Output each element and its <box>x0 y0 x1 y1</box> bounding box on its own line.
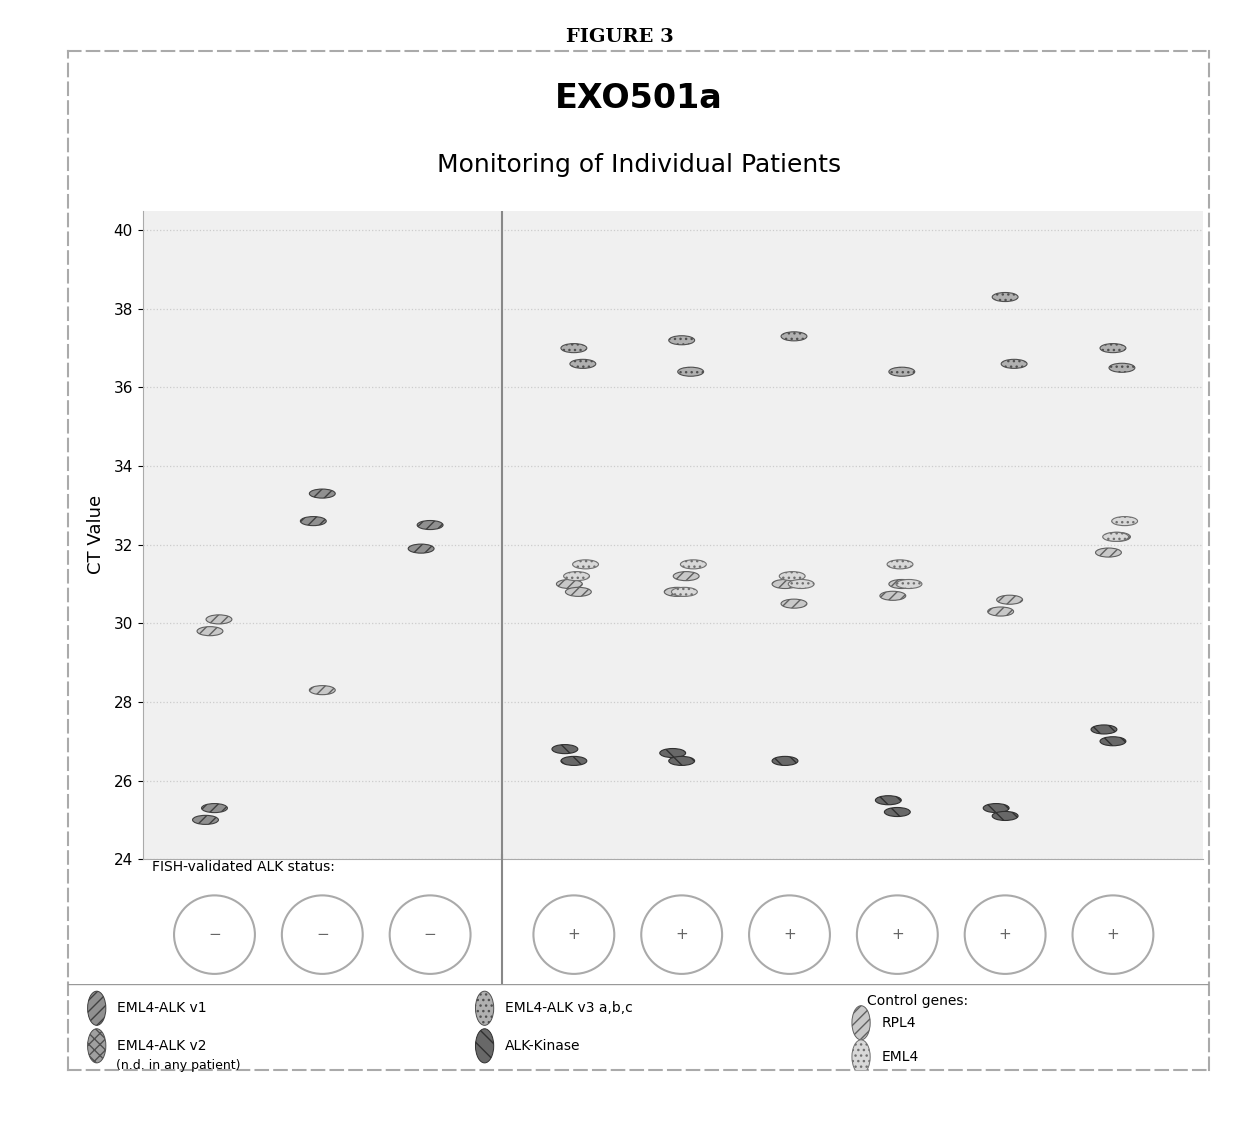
Ellipse shape <box>678 368 703 377</box>
Ellipse shape <box>857 896 937 974</box>
Text: −: − <box>208 927 221 942</box>
Ellipse shape <box>852 1006 870 1040</box>
Ellipse shape <box>673 571 699 580</box>
Text: +: + <box>784 927 796 942</box>
Text: EML4-ALK v1: EML4-ALK v1 <box>118 1001 207 1015</box>
Ellipse shape <box>309 685 335 694</box>
Ellipse shape <box>671 587 697 596</box>
Y-axis label: CT Value: CT Value <box>87 495 105 575</box>
Ellipse shape <box>1100 344 1126 353</box>
Ellipse shape <box>417 520 443 529</box>
Ellipse shape <box>560 757 587 766</box>
Ellipse shape <box>1112 517 1137 526</box>
Text: +: + <box>998 927 1012 942</box>
Text: ALK-Kinase: ALK-Kinase <box>505 1039 580 1053</box>
Ellipse shape <box>300 517 326 526</box>
Ellipse shape <box>389 896 470 974</box>
Text: −: − <box>316 927 329 942</box>
Ellipse shape <box>88 1029 105 1063</box>
Ellipse shape <box>875 795 901 805</box>
Ellipse shape <box>668 757 694 766</box>
Text: Control genes:: Control genes: <box>867 995 968 1008</box>
Ellipse shape <box>1095 549 1121 558</box>
Ellipse shape <box>789 579 815 588</box>
Ellipse shape <box>533 896 614 974</box>
Ellipse shape <box>884 808 910 817</box>
Ellipse shape <box>202 803 227 813</box>
Ellipse shape <box>887 560 913 569</box>
Ellipse shape <box>557 579 583 588</box>
Text: +: + <box>568 927 580 942</box>
Ellipse shape <box>197 627 223 636</box>
Ellipse shape <box>1109 363 1135 372</box>
Text: EML4-ALK v3 a,b,c: EML4-ALK v3 a,b,c <box>505 1001 632 1015</box>
Ellipse shape <box>281 896 363 974</box>
Ellipse shape <box>570 360 595 369</box>
Text: EXO501a: EXO501a <box>554 82 723 115</box>
Ellipse shape <box>668 336 694 345</box>
Ellipse shape <box>665 587 691 596</box>
Ellipse shape <box>992 811 1018 820</box>
Ellipse shape <box>1073 896 1153 974</box>
Ellipse shape <box>1102 533 1128 542</box>
Text: EML4-ALK v2: EML4-ALK v2 <box>118 1039 207 1053</box>
Ellipse shape <box>749 896 830 974</box>
Ellipse shape <box>560 344 587 353</box>
Ellipse shape <box>897 579 921 588</box>
Text: +: + <box>892 927 904 942</box>
Ellipse shape <box>1105 533 1131 542</box>
Text: −: − <box>424 927 436 942</box>
Ellipse shape <box>206 615 232 624</box>
Ellipse shape <box>852 1040 870 1074</box>
Ellipse shape <box>889 579 915 588</box>
Ellipse shape <box>1001 360 1027 369</box>
Ellipse shape <box>88 991 105 1025</box>
Ellipse shape <box>773 579 799 588</box>
Ellipse shape <box>475 991 494 1025</box>
Ellipse shape <box>997 595 1023 604</box>
Text: (n.d. in any patient): (n.d. in any patient) <box>117 1059 241 1072</box>
Text: +: + <box>1106 927 1120 942</box>
Ellipse shape <box>781 332 807 341</box>
Ellipse shape <box>565 587 591 596</box>
Text: RPL4: RPL4 <box>882 1016 916 1030</box>
Ellipse shape <box>965 896 1045 974</box>
Ellipse shape <box>641 896 722 974</box>
Ellipse shape <box>880 592 905 601</box>
Ellipse shape <box>192 815 218 824</box>
Ellipse shape <box>174 896 255 974</box>
Ellipse shape <box>1091 725 1117 734</box>
Text: FIGURE 3: FIGURE 3 <box>567 28 673 47</box>
Text: Monitoring of Individual Patients: Monitoring of Individual Patients <box>436 152 841 178</box>
Ellipse shape <box>408 544 434 553</box>
Ellipse shape <box>309 489 335 498</box>
Ellipse shape <box>681 560 707 569</box>
Ellipse shape <box>1100 736 1126 745</box>
Ellipse shape <box>779 571 805 580</box>
Ellipse shape <box>552 744 578 753</box>
Ellipse shape <box>992 292 1018 302</box>
Ellipse shape <box>660 749 686 758</box>
Ellipse shape <box>573 560 599 569</box>
Text: FISH-validated ALK status:: FISH-validated ALK status: <box>151 860 335 874</box>
Ellipse shape <box>564 571 589 580</box>
Ellipse shape <box>889 368 915 377</box>
Ellipse shape <box>781 599 807 608</box>
Ellipse shape <box>988 607 1013 616</box>
Ellipse shape <box>983 803 1009 813</box>
Ellipse shape <box>773 757 799 766</box>
Text: EML4: EML4 <box>882 1050 919 1064</box>
Text: +: + <box>676 927 688 942</box>
Ellipse shape <box>475 1029 494 1063</box>
